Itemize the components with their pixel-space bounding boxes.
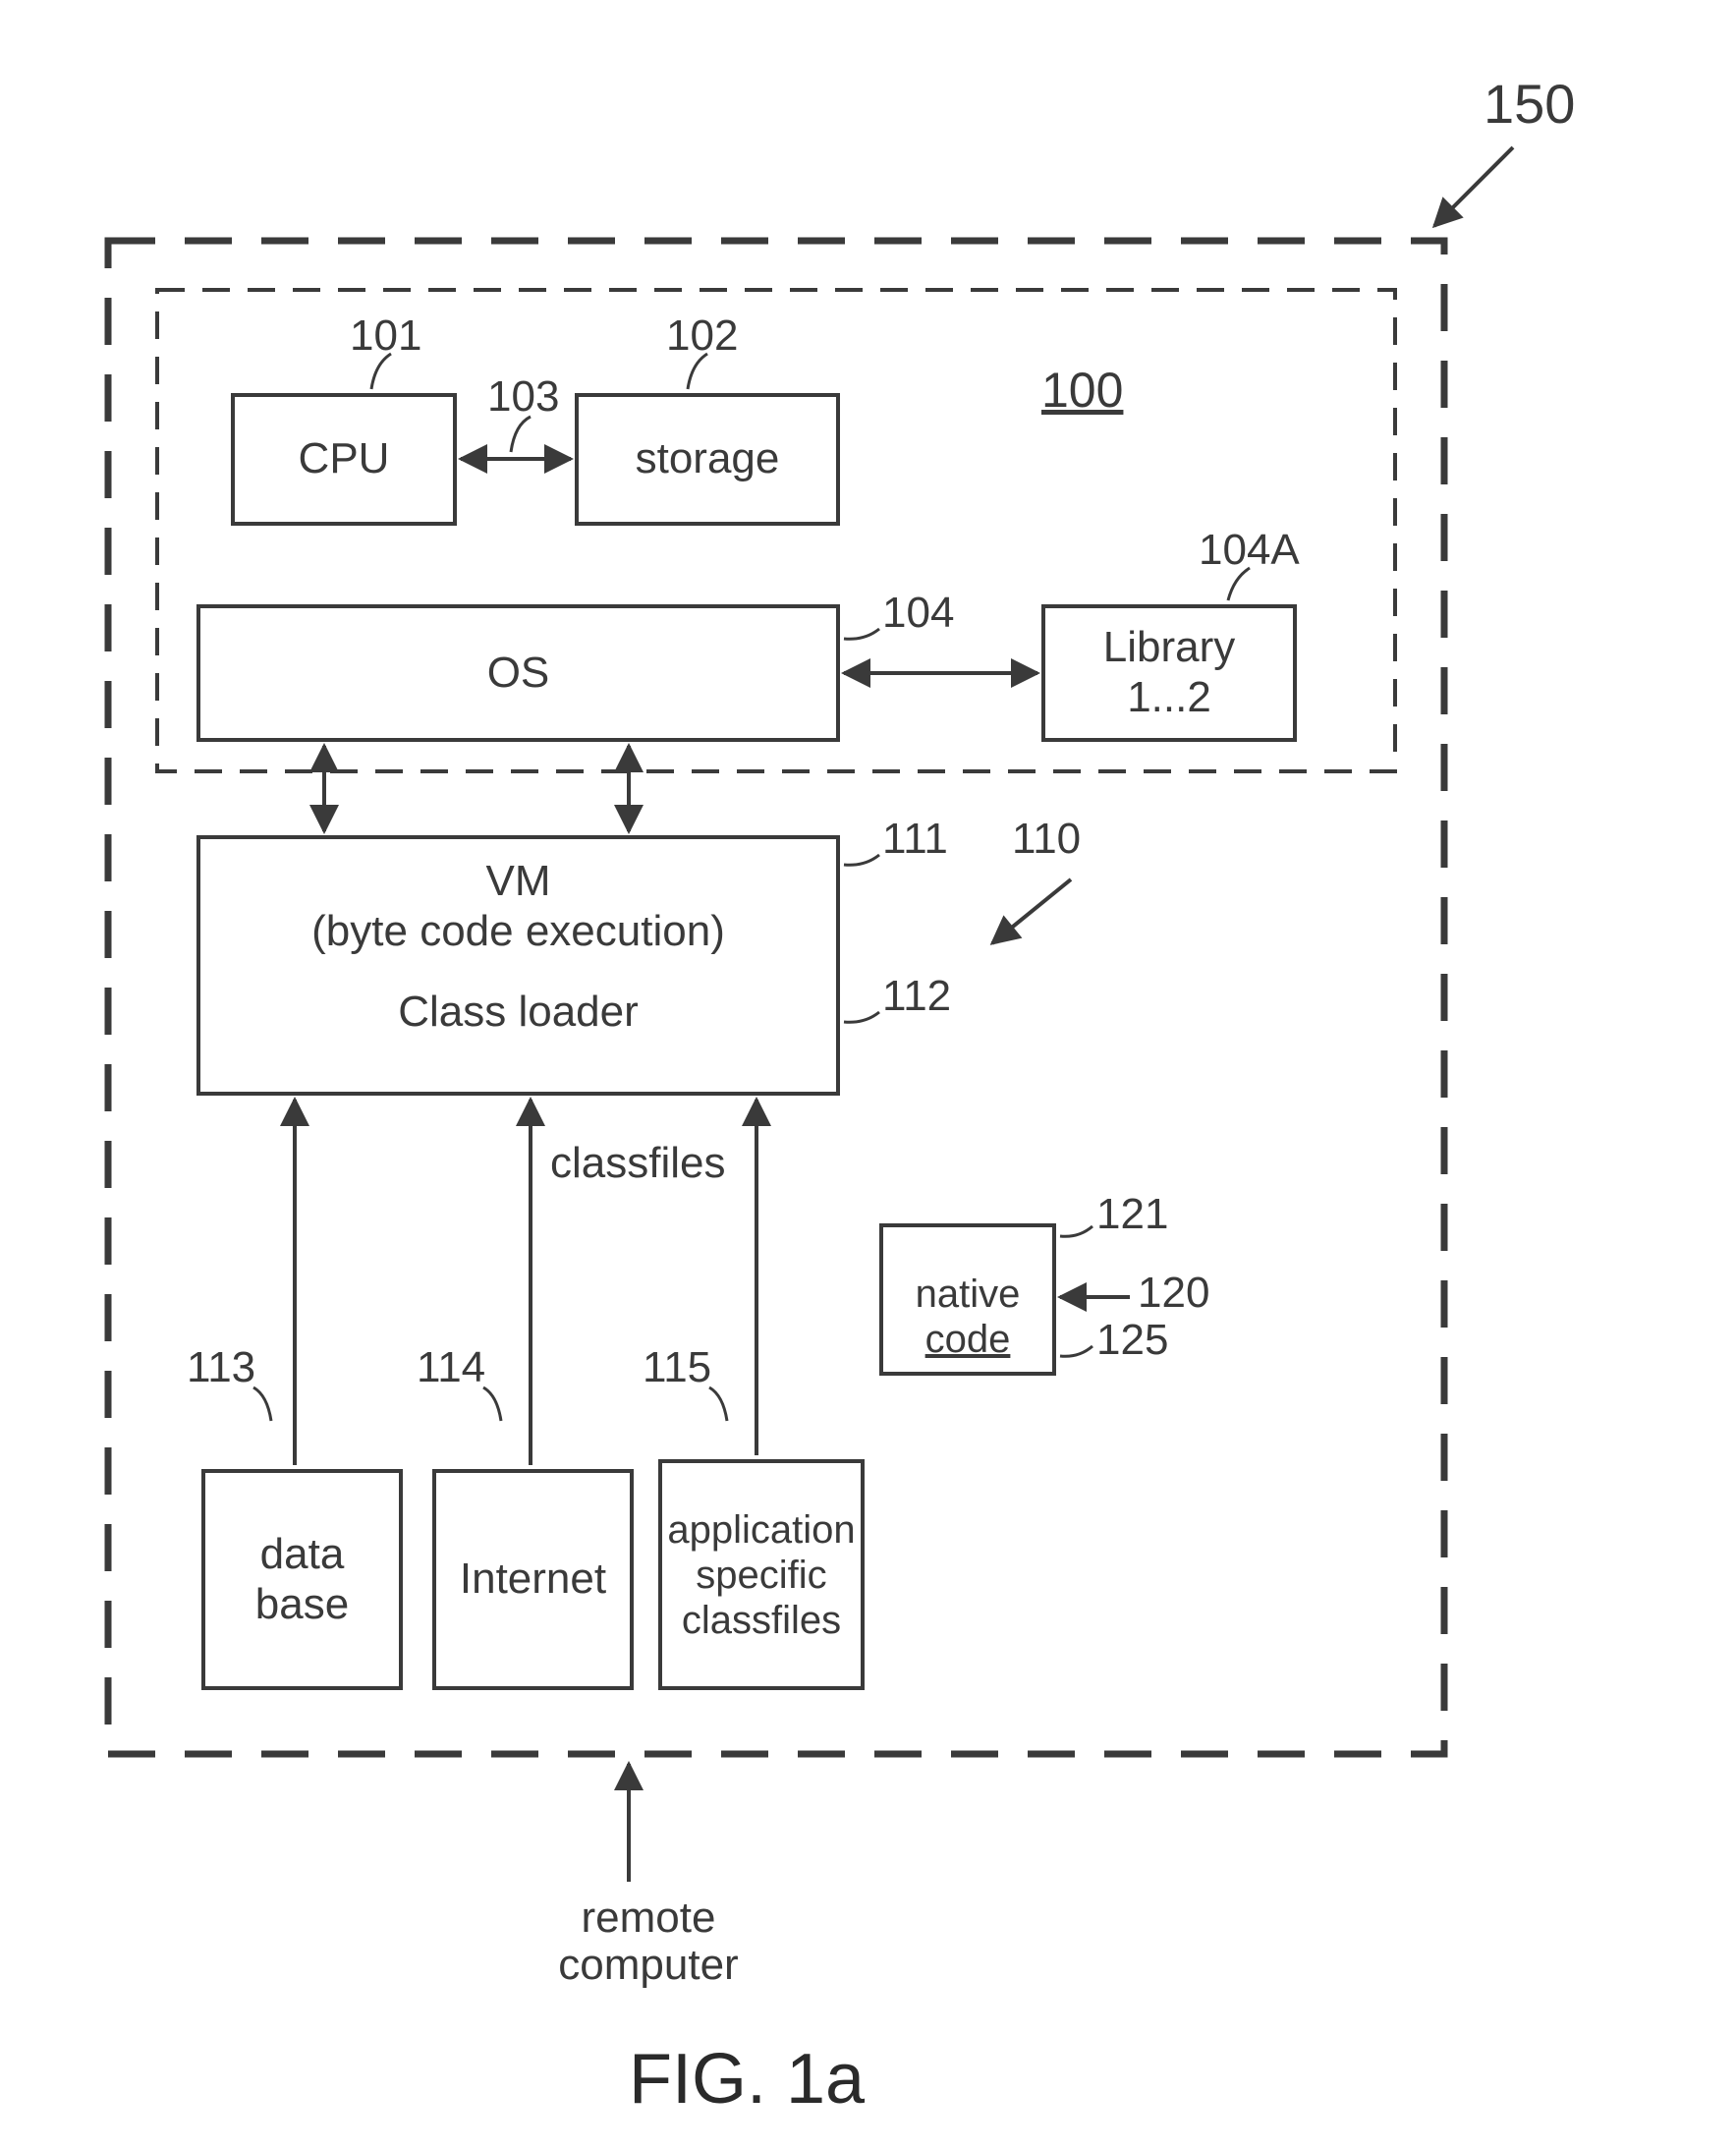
ref-150: 150 <box>1484 74 1575 135</box>
ref-100: 100 <box>1041 364 1123 418</box>
storage-box: storage <box>575 393 840 526</box>
database-label-2: base <box>255 1580 349 1630</box>
diagram-canvas: CPU storage OS Library 1...2 VM (byte co… <box>0 0 1736 2149</box>
nativecode-label-2: code <box>925 1317 1011 1362</box>
remote-label-1: remote <box>582 1894 716 1942</box>
ref-114: 114 <box>417 1344 485 1391</box>
library-label-2: 1...2 <box>1127 673 1211 723</box>
database-label-1: data <box>260 1530 345 1580</box>
internet-label: Internet <box>460 1555 606 1605</box>
vm-label-1: VM <box>486 857 551 907</box>
ref-120: 120 <box>1138 1270 1209 1317</box>
nativecode-box: native code <box>879 1223 1056 1376</box>
database-box: data base <box>201 1469 403 1690</box>
ref-104A: 104A <box>1199 527 1300 574</box>
remote-label: remote computer <box>550 1895 747 1990</box>
classloader-label: Class loader <box>398 988 639 1038</box>
ref-121: 121 <box>1096 1191 1168 1238</box>
storage-label: storage <box>636 434 780 484</box>
ref-102: 102 <box>666 312 738 360</box>
library-box: Library 1...2 <box>1041 604 1297 742</box>
ref-113: 113 <box>187 1344 255 1391</box>
ref-110: 110 <box>1012 816 1081 863</box>
os-box: OS <box>196 604 840 742</box>
internet-box: Internet <box>432 1469 634 1690</box>
os-label: OS <box>487 649 550 699</box>
ref-112: 112 <box>882 973 951 1020</box>
ref-125: 125 <box>1096 1317 1168 1364</box>
library-label-1: Library <box>1103 623 1236 673</box>
appspec-label-2: specific <box>696 1553 826 1598</box>
vm-label-2: (byte code execution) <box>311 907 725 957</box>
cpu-box: CPU <box>231 393 457 526</box>
ref-104: 104 <box>882 590 954 637</box>
appspec-box: application specific classfiles <box>658 1459 865 1690</box>
ref-115: 115 <box>643 1344 711 1391</box>
vm-box: VM (byte code execution) Class loader <box>196 835 840 1096</box>
cpu-label: CPU <box>299 434 390 484</box>
appspec-label-1: application <box>667 1507 855 1553</box>
ref-103: 103 <box>487 373 559 421</box>
ref-111: 111 <box>882 816 948 863</box>
nativecode-label-1: native <box>916 1272 1021 1317</box>
ref-101: 101 <box>350 312 421 360</box>
classfiles-label: classfiles <box>550 1140 726 1187</box>
remote-label-2: computer <box>558 1941 738 1989</box>
appspec-label-3: classfiles <box>682 1598 841 1643</box>
figure-caption: FIG. 1a <box>629 2039 865 2120</box>
